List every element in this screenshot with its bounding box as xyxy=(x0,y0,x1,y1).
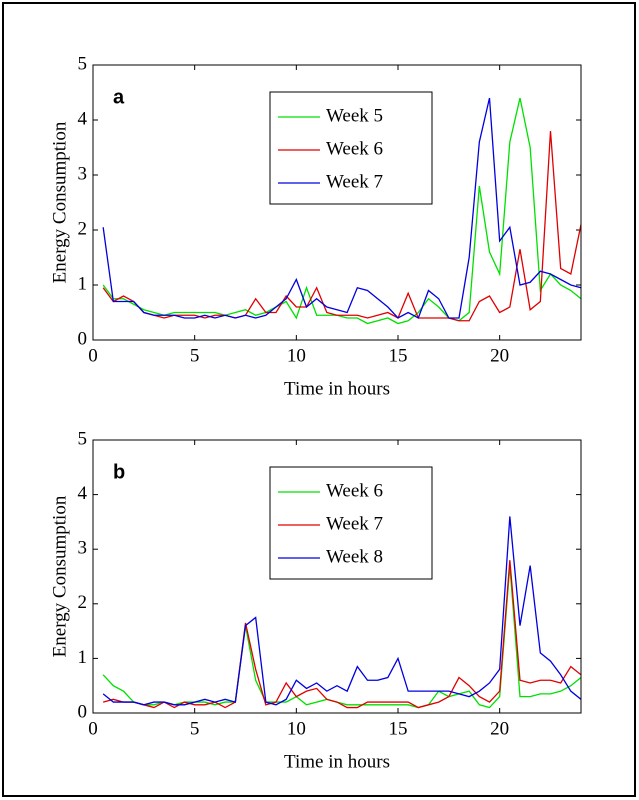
plot-lines xyxy=(102,516,581,709)
x-axis-label: Time in hours xyxy=(284,751,390,772)
legend-box xyxy=(269,466,433,580)
y-tick-label: 2 xyxy=(78,218,88,239)
legend-label: Week 6 xyxy=(326,480,383,501)
legend-label: Week 7 xyxy=(326,513,383,534)
y-tick-label: 4 xyxy=(78,108,88,129)
y-tick-label: 0 xyxy=(78,701,88,722)
x-tick-label: 5 xyxy=(190,718,200,739)
x-tick-label: 15 xyxy=(389,345,408,366)
x-tick-label: 15 xyxy=(389,718,408,739)
y-tick-label: 2 xyxy=(78,592,88,613)
data-line xyxy=(102,97,581,319)
x-tick-label: 0 xyxy=(88,718,98,739)
data-line xyxy=(102,97,581,325)
panel-label: a xyxy=(113,86,125,108)
x-tick-label: 10 xyxy=(287,718,306,739)
y-tick-label: 5 xyxy=(78,53,88,74)
x-tick-label: 0 xyxy=(88,345,98,366)
legend-label: Week 6 xyxy=(326,138,383,159)
x-axis-label: Time in hours xyxy=(284,378,390,399)
y-axis-label: Energy Consumption xyxy=(49,495,70,657)
legend-label: Week 7 xyxy=(326,171,383,192)
panel-label: b xyxy=(113,461,125,483)
legend-label: Week 8 xyxy=(326,546,383,567)
data-line xyxy=(102,516,581,706)
y-axis-label: Energy Consumption xyxy=(49,121,70,283)
y-tick-label: 1 xyxy=(78,647,88,668)
x-tick-label: 10 xyxy=(287,345,306,366)
y-tick-label: 0 xyxy=(78,328,88,349)
x-tick-label: 20 xyxy=(490,345,509,366)
y-tick-label: 1 xyxy=(78,273,88,294)
axes-box xyxy=(92,439,582,714)
x-tick-label: 5 xyxy=(190,345,200,366)
y-tick-label: 5 xyxy=(78,428,88,449)
plot-lines xyxy=(102,97,581,325)
axes-box xyxy=(92,64,582,341)
y-tick-label: 3 xyxy=(78,163,88,184)
y-tick-label: 3 xyxy=(78,538,88,559)
data-line xyxy=(102,130,581,322)
legend-label: Week 5 xyxy=(326,105,383,126)
legend-box xyxy=(269,91,433,205)
data-line xyxy=(102,560,581,709)
y-tick-label: 4 xyxy=(78,483,88,504)
x-tick-label: 20 xyxy=(490,718,509,739)
